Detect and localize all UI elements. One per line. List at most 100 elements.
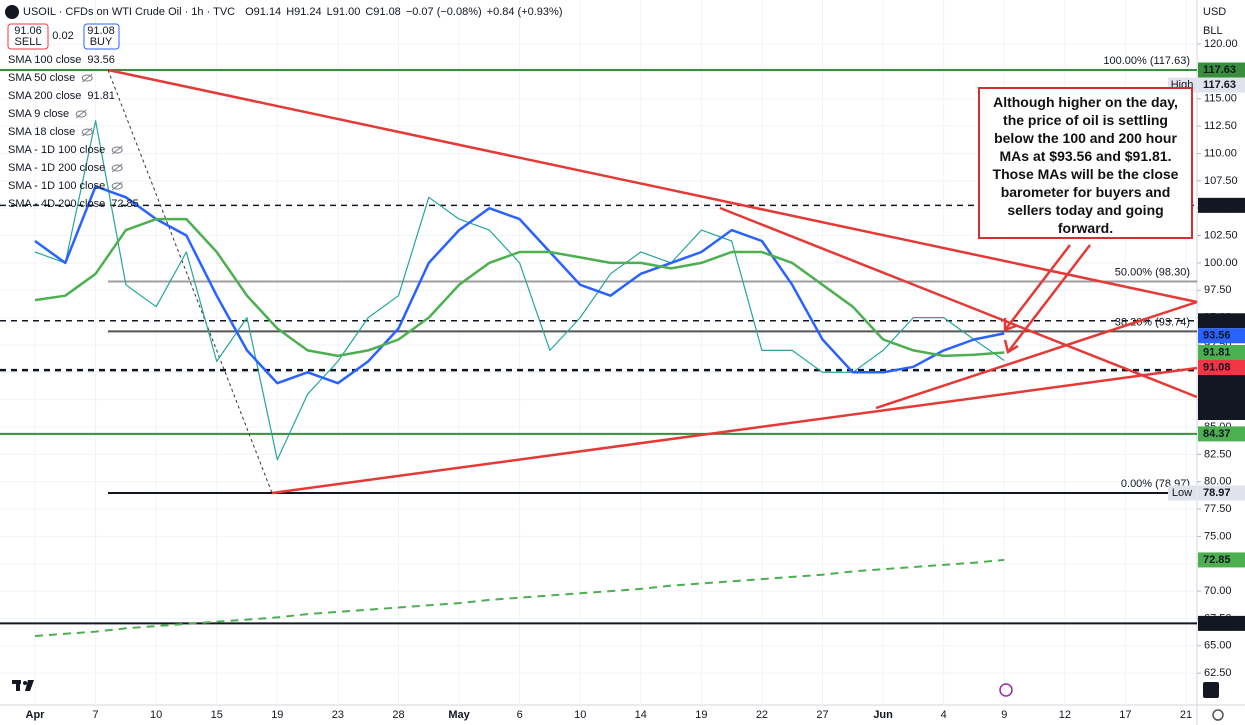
ohlc-value: L91.00 (327, 6, 361, 18)
arrow-head (1003, 339, 1019, 354)
indicator-value: 91.81 (87, 90, 115, 102)
x-tick-label: 19 (695, 709, 707, 721)
sell-button[interactable] (7, 23, 49, 50)
logo-part (16, 680, 20, 691)
price-label: 91.08 (1203, 361, 1231, 373)
price-label-box (1198, 405, 1245, 420)
series-line (34, 217, 1005, 358)
price-label-box (1198, 328, 1245, 344)
buy-button[interactable] (83, 23, 120, 50)
price-tag: Low (1172, 487, 1192, 499)
price-label-box (1198, 390, 1245, 405)
y-tick-label: 62.50 (1204, 667, 1232, 679)
hidden-icon (81, 128, 93, 136)
price-tag-box (1168, 485, 1197, 501)
y-tick-label: 102.50 (1204, 229, 1238, 241)
price-label: 93.56 (1203, 330, 1231, 342)
settings-icon[interactable] (1212, 709, 1224, 721)
y-tick-label: 110.00 (1204, 147, 1237, 159)
price-label: 105.26 (1203, 199, 1237, 211)
fib-trend (107, 69, 273, 494)
x-tick-label: 7 (93, 709, 99, 721)
price-label: 90.24 (1203, 376, 1231, 388)
hidden-icon (111, 164, 123, 172)
price-label: 72.85 (1203, 554, 1231, 566)
price-label-box (1198, 615, 1245, 631)
price-label: 84.37 (1203, 428, 1231, 440)
sell-label: SELL (15, 36, 42, 48)
x-tick-label: 19 (271, 709, 283, 721)
ohlc-value: −0.07 (−0.08%) (406, 6, 482, 18)
price-label-box (1198, 77, 1245, 93)
price-label-box (1198, 485, 1245, 501)
level-label: 38.20% (93.74) (1115, 316, 1190, 328)
arrow-head (1003, 318, 1017, 332)
price-label-box (1198, 313, 1245, 329)
ohlc-value: C91.08 (365, 6, 400, 18)
price-label-box (1198, 197, 1245, 213)
trend-line (719, 206, 1198, 399)
hidden-icon (111, 182, 123, 190)
x-tick-label: 23 (332, 709, 344, 721)
symbol-logo (5, 5, 19, 19)
trend-lines (107, 68, 1198, 495)
x-tick-label: 15 (211, 709, 223, 721)
annotation: Although higher on the day, the price of… (978, 87, 1193, 239)
price-label: 91.81 (1203, 346, 1231, 358)
x-tick-label: Apr (26, 709, 46, 721)
y-tick-label: 80.00 (1204, 476, 1232, 488)
y-tick-label: 115.00 (1204, 93, 1237, 105)
series-line (34, 185, 1005, 385)
price-label: 117.63 (1203, 79, 1236, 91)
price-label-box (1198, 426, 1245, 442)
hidden-icon (111, 145, 123, 155)
unit: BLL (1203, 25, 1223, 37)
x-tick-label: 4 (941, 709, 947, 721)
spread: 0.02 (52, 30, 73, 42)
price-label-box (1198, 62, 1245, 78)
logo-part (23, 681, 27, 685)
series (34, 120, 1005, 637)
hidden-icon (81, 73, 93, 83)
buy-label: BUY (90, 36, 113, 48)
y-tick-label: 107.50 (1204, 175, 1238, 187)
hidden-icon (81, 127, 93, 137)
logo-part (25, 680, 34, 691)
indicator-name: SMA 100 close (8, 54, 81, 66)
x-tick-label: 10 (574, 709, 586, 721)
trend-line (271, 366, 1198, 495)
indicator-name: SMA - 1D 100 close (8, 180, 105, 192)
trend-line (875, 300, 1198, 410)
price-label: 117.63 (1203, 64, 1236, 76)
y-tick-label: 120.00 (1204, 38, 1238, 50)
price-label-box (1198, 345, 1245, 360)
x-tick-label: 10 (150, 709, 162, 721)
buy-price: 91.08 (87, 25, 115, 37)
y-tick-label: 82.50 (1204, 448, 1232, 460)
alert-icon[interactable] (999, 683, 1013, 697)
hidden-icon (111, 181, 123, 191)
x-tick-label: 22 (756, 709, 768, 721)
indicator-value: 93.56 (87, 54, 115, 66)
x-tick-label: 21 (1180, 709, 1192, 721)
price-label-box (1198, 360, 1245, 375)
symbol: USOIL · CFDs on WTI Crude Oil · 1h · TVC (23, 6, 235, 18)
indicator-name: SMA 18 close (8, 126, 75, 138)
price-label-box (1198, 552, 1245, 568)
price-label: 88.68 (1203, 406, 1231, 418)
level-label: 100.00% (117.63) (1103, 55, 1190, 67)
indicator-name: SMA - 4D 200 close (8, 198, 105, 210)
x-tick-label: May (448, 709, 470, 721)
indicator-name: SMA - 1D 200 close (8, 162, 105, 174)
indicator-name: SMA - 1D 100 close (8, 144, 105, 156)
hidden-icon (75, 110, 87, 118)
hidden-icon (81, 74, 93, 82)
y-tick-label: 70.00 (1204, 585, 1232, 597)
y-tick-label: 100.00 (1204, 257, 1238, 269)
indicator-name: SMA 200 close (8, 90, 81, 102)
indicator-value: 72.85 (111, 198, 139, 210)
x-tick-label: 27 (816, 709, 828, 721)
auto-button[interactable] (1203, 682, 1219, 698)
y-tick-label: 75.00 (1204, 530, 1232, 542)
